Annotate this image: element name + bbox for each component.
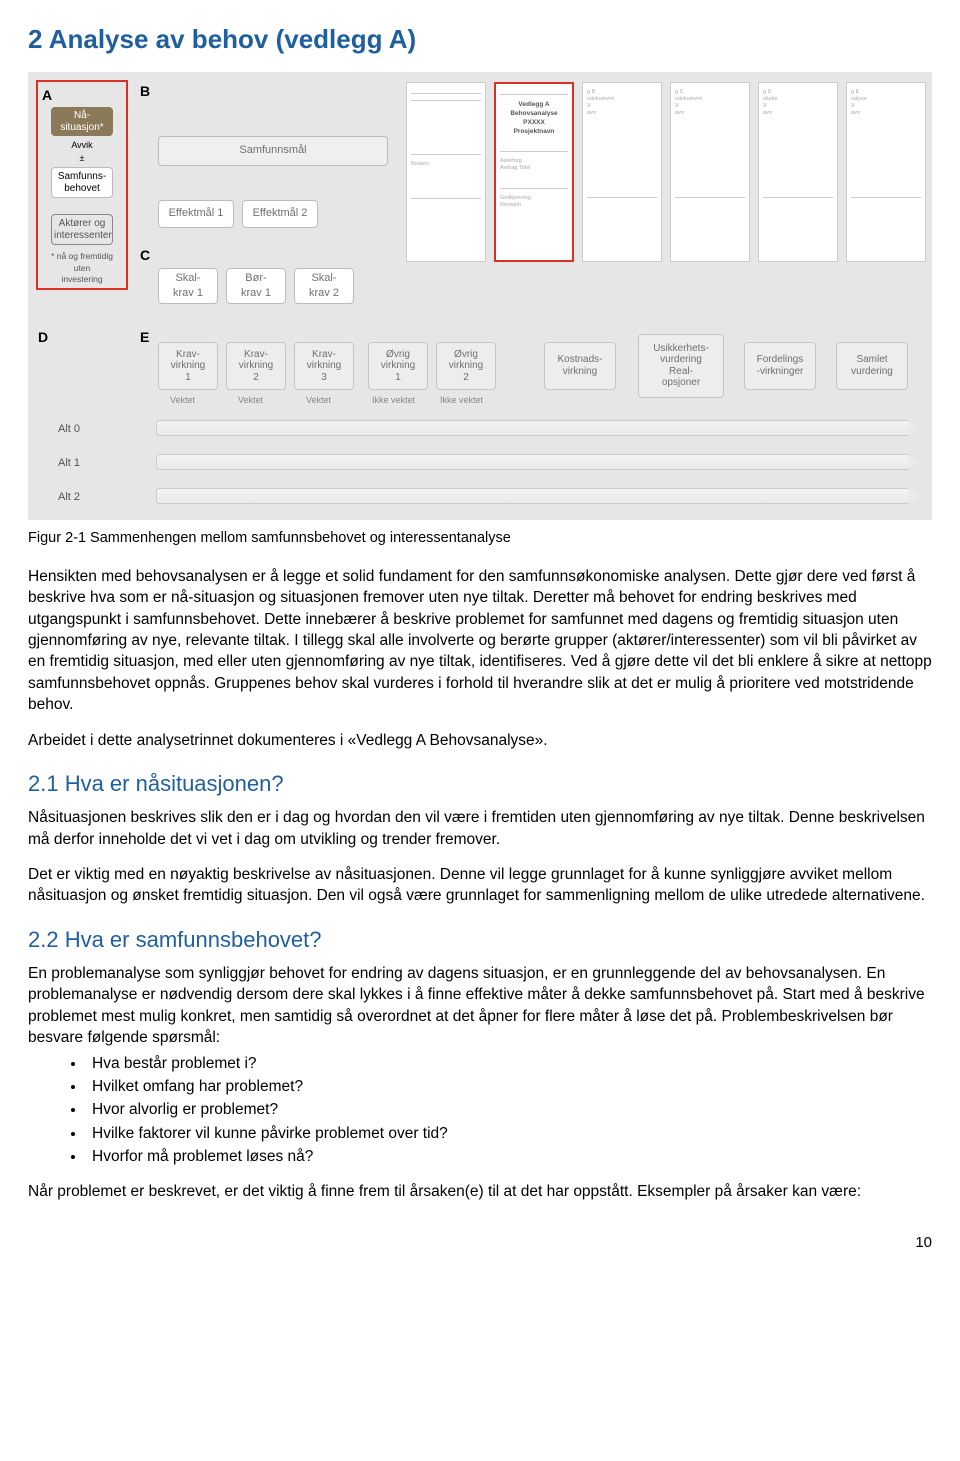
paragraph-2: Arbeidet i dette analysetrinnet dokument…: [28, 730, 932, 751]
box-skalkrav-2: Skal- krav 2: [294, 268, 354, 304]
box-samfunnsmal: Samfunnsmål: [158, 136, 388, 166]
list-item: Hva består problemet i?: [86, 1053, 932, 1074]
chip-avvik: Avvik ±: [71, 139, 92, 164]
alt-0-arrow: [156, 420, 910, 436]
thumb-2: g B vdokument X avn: [582, 82, 662, 262]
alt-2-arrow: [156, 488, 910, 504]
section-heading: 2 Analyse av behov (vedlegg A): [28, 22, 932, 58]
panel-a-label: A: [42, 86, 122, 105]
question-list: Hva består problemet i? Hvilket omfang h…: [86, 1053, 932, 1168]
subheading-2-1: 2.1 Hva er nåsituasjonen?: [28, 769, 932, 799]
page-number: 10: [28, 1233, 932, 1254]
crit-3: Øvrig virkning 1: [368, 342, 428, 390]
crit-0: Krav- virkning 1: [158, 342, 218, 390]
crit-3-sub: Ikke vektet: [372, 394, 415, 406]
thumb-3: g C vdokument X avn: [670, 82, 750, 262]
figure-diagram: Beskriv Vedlegg A Behovsanalyse PXXXX Pr…: [28, 72, 932, 520]
crit-0-sub: Vektet: [170, 394, 195, 406]
panel-b-label: B: [140, 82, 150, 101]
crit-5: Kostnads- virkning: [544, 342, 616, 390]
box-effektmal-1: Effektmål 1: [158, 200, 234, 228]
thumb-5: g E nalyse X avn: [846, 82, 926, 262]
crit-4: Øvrig virkning 2: [436, 342, 496, 390]
list-item: Hvilke faktorer vil kunne påvirke proble…: [86, 1123, 932, 1144]
alt-1-label: Alt 1: [58, 456, 80, 471]
sub2-p1: En problemanalyse som synliggjør behovet…: [28, 963, 932, 1049]
thumb-4: g D studie X avn: [758, 82, 838, 262]
subheading-2-2: 2.2 Hva er samfunnsbehovet?: [28, 925, 932, 955]
thumb-1-title: Vedlegg A Behovsanalyse PXXXX Prosjektna…: [500, 101, 568, 137]
figure-caption: Figur 2-1 Sammenhengen mellom samfunnsbe…: [28, 528, 932, 548]
panel-c-label: C: [140, 246, 150, 265]
thumb-0: Beskriv: [406, 82, 486, 262]
alt-1-arrow: [156, 454, 910, 470]
alt-0-label: Alt 0: [58, 422, 80, 437]
chip-na-situasjon: Nå- situasjon*: [51, 107, 113, 136]
alt-2-label: Alt 2: [58, 490, 80, 505]
crit-1-sub: Vektet: [238, 394, 263, 406]
crit-2: Krav- virkning 3: [294, 342, 354, 390]
list-item: Hvorfor må problemet løses nå?: [86, 1146, 932, 1167]
thumb-1-selected: Vedlegg A Behovsanalyse PXXXX Prosjektna…: [494, 82, 574, 262]
panel-d-label: D: [38, 328, 48, 347]
sub1-p1: Nåsituasjonen beskrives slik den er i da…: [28, 807, 932, 850]
panel-e-label: E: [140, 328, 149, 347]
doc-thumbnails: Beskriv Vedlegg A Behovsanalyse PXXXX Pr…: [406, 82, 926, 262]
list-item: Hvor alvorlig er problemet?: [86, 1099, 932, 1120]
paragraph-1: Hensikten med behovsanalysen er å legge …: [28, 566, 932, 716]
list-item: Hvilket omfang har problemet?: [86, 1076, 932, 1097]
crit-2-sub: Vektet: [306, 394, 331, 406]
crit-4-sub: Ikke vektet: [440, 394, 483, 406]
panel-a-footnote: * nå og fremtidig uten investering: [42, 251, 122, 286]
box-effektmal-2: Effektmål 2: [242, 200, 318, 228]
box-borkrav-1: Bør- krav 1: [226, 268, 286, 304]
closing-paragraph: Når problemet er beskrevet, er det vikti…: [28, 1181, 932, 1202]
crit-6: Usikkerhets- vurdering Real- opsjoner: [638, 334, 724, 398]
crit-7: Fordelings -virkninger: [744, 342, 816, 390]
crit-8: Samlet vurdering: [836, 342, 908, 390]
panel-a: A Nå- situasjon* Avvik ± Samfunns- behov…: [36, 80, 128, 290]
chip-samfunnsbehov: Samfunns- behovet: [51, 167, 113, 198]
box-skalkrav-1: Skal- krav 1: [158, 268, 218, 304]
sub1-p2: Det er viktig med en nøyaktig beskrivels…: [28, 864, 932, 907]
chip-aktorer: Aktører og interessenter: [51, 214, 113, 245]
crit-1: Krav- virkning 2: [226, 342, 286, 390]
